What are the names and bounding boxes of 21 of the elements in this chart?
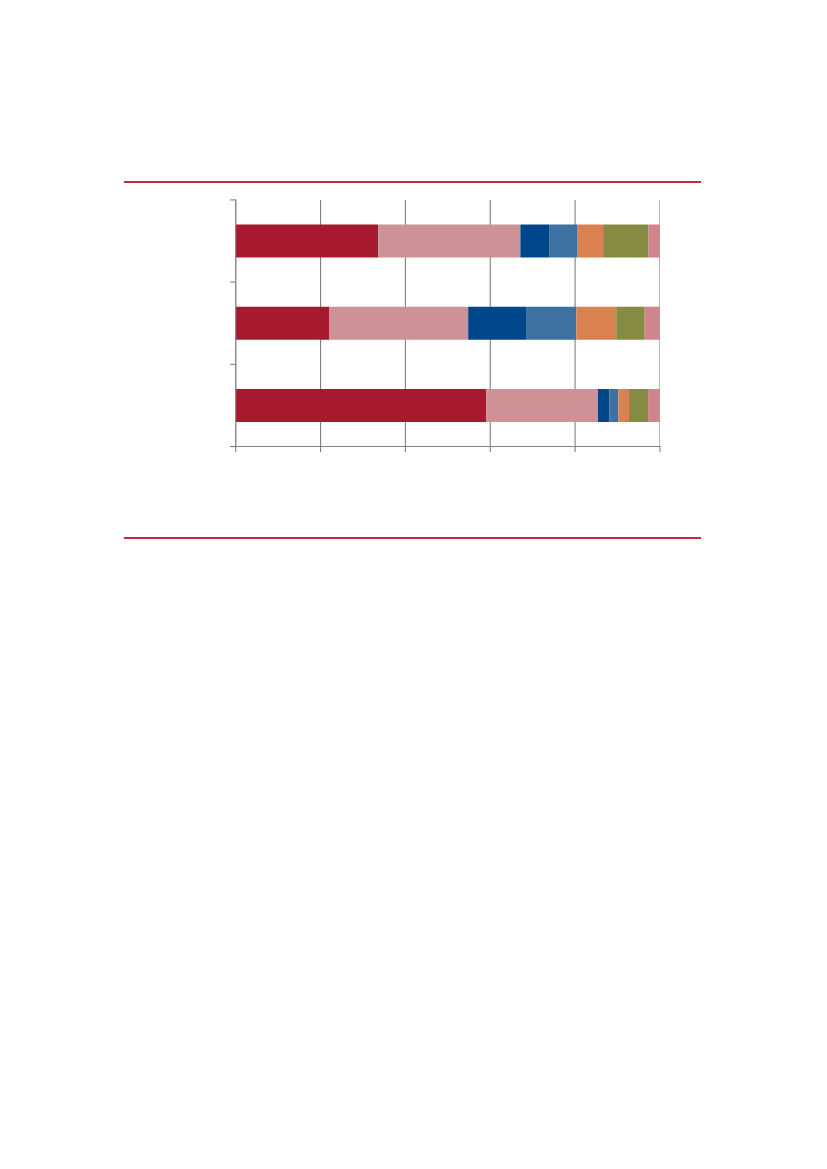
bar: [644, 306, 660, 340]
bar: [576, 306, 617, 340]
bar: [526, 306, 577, 340]
bar: [609, 389, 619, 422]
bar: [616, 306, 645, 340]
bar: [628, 389, 649, 422]
bar: [648, 389, 660, 422]
bar: [235, 306, 330, 340]
bar: [603, 224, 649, 258]
bar: [648, 224, 660, 258]
bar: [598, 389, 610, 422]
bar: [520, 224, 550, 258]
bar: [468, 306, 527, 340]
bar: [549, 224, 578, 258]
bar: [577, 224, 604, 258]
bar: [378, 224, 521, 258]
bar: [329, 306, 469, 340]
bar: [618, 389, 629, 422]
bar: [486, 389, 599, 422]
bar: [235, 224, 379, 258]
bar: [235, 389, 487, 422]
